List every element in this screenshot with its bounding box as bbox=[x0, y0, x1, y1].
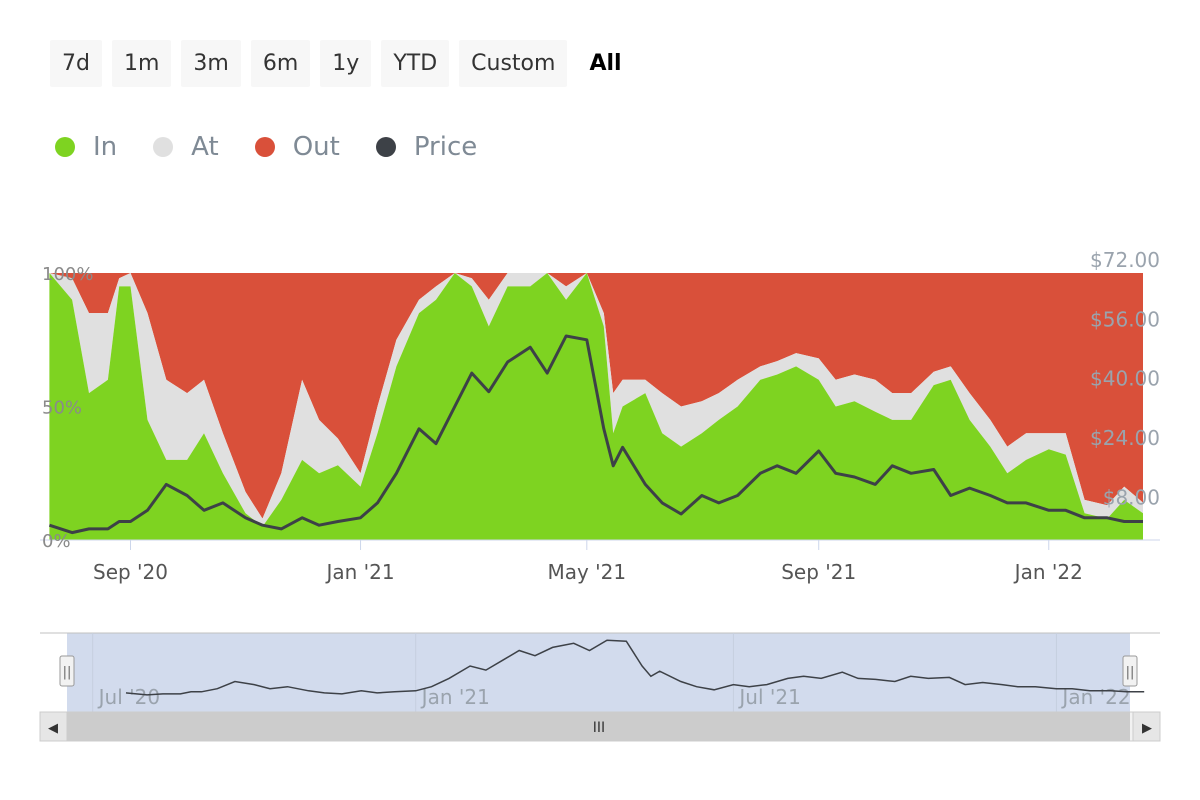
scrollbar-right-button[interactable] bbox=[1132, 711, 1161, 742]
y-left-tick-label: 100% bbox=[42, 264, 93, 285]
legend-item-out[interactable]: Out bbox=[254, 132, 340, 162]
legend-label: At bbox=[191, 132, 219, 162]
scroll-right-arrow-icon: ▶ bbox=[1142, 721, 1152, 736]
y-right-tick-label: $72.00 bbox=[1090, 248, 1160, 272]
scrollbar-grip: III bbox=[593, 720, 605, 736]
navigator-right-handle[interactable]: || bbox=[1122, 655, 1138, 687]
range-button-6m[interactable]: 6m bbox=[250, 40, 311, 87]
y-right-tick-label: $24.00 bbox=[1090, 426, 1160, 450]
navigator-tick-label: Jan '21 bbox=[420, 685, 490, 709]
navigator-price-line bbox=[125, 639, 1145, 696]
handle-grip: || bbox=[63, 665, 72, 680]
series-in-area bbox=[49, 273, 1143, 540]
legend-label: Price bbox=[413, 132, 478, 162]
legend-label: In bbox=[93, 132, 118, 162]
legend-marker bbox=[153, 137, 174, 157]
x-tick-label: Sep '21 bbox=[781, 560, 856, 584]
range-button-all[interactable]: All bbox=[577, 40, 633, 87]
legend-marker bbox=[55, 137, 75, 157]
y-right-tick-label: $40.00 bbox=[1090, 367, 1160, 391]
range-button-ytd[interactable]: YTD bbox=[381, 40, 450, 87]
range-selector: 7d 1m 3m 6m 1y YTD Custom All bbox=[50, 40, 634, 87]
chart-legend: In At Out Price bbox=[55, 132, 477, 162]
series-at-area bbox=[49, 273, 1143, 527]
series-out-area bbox=[49, 273, 1143, 519]
legend-marker bbox=[254, 137, 275, 157]
handle-body[interactable] bbox=[1122, 655, 1138, 687]
y-right-tick-label: $8.00 bbox=[1103, 485, 1160, 509]
legend-marker bbox=[375, 137, 396, 157]
x-tick-label: Jan '21 bbox=[324, 560, 394, 584]
scrollbar-thumb[interactable] bbox=[67, 712, 1130, 741]
range-button-3m[interactable]: 3m bbox=[181, 40, 241, 87]
legend-label: Out bbox=[292, 132, 340, 162]
legend-item-at[interactable]: At bbox=[153, 132, 219, 162]
series-price-line bbox=[48, 334, 1143, 535]
navigator-left-handle[interactable]: || bbox=[59, 655, 75, 687]
navigator-window[interactable] bbox=[67, 633, 1130, 712]
legend-item-in[interactable]: In bbox=[55, 132, 117, 162]
scroll-left-arrow-icon: ◀ bbox=[48, 721, 58, 736]
x-tick-label: May '21 bbox=[547, 560, 626, 584]
x-tick-label: Sep '20 bbox=[93, 560, 168, 584]
y-left-tick-label: 0% bbox=[42, 531, 71, 552]
handle-grip: || bbox=[1126, 665, 1135, 680]
scrollbar-left-button[interactable] bbox=[39, 711, 68, 742]
y-left-tick-label: 50% bbox=[42, 398, 82, 419]
handle-body[interactable] bbox=[59, 655, 75, 687]
range-button-custom[interactable]: Custom bbox=[459, 40, 568, 87]
navigator-tick-label: Jul '21 bbox=[737, 685, 800, 709]
axis-layer: 0% 50% 100% $8.00 $24.00 $40.00 $56.00 $72.00 Se… bbox=[40, 248, 1160, 584]
range-button-7d[interactable]: 7d bbox=[50, 40, 102, 87]
main-plot bbox=[48, 273, 1143, 540]
range-button-1y[interactable]: 1y bbox=[320, 40, 372, 87]
x-tick-label: Jan '22 bbox=[1013, 560, 1083, 584]
y-right-tick-label: $56.00 bbox=[1090, 307, 1160, 331]
navigator-tick-label: Jul '20 bbox=[97, 685, 160, 709]
navigator[interactable]: Jul '20 Jan '21 Jul '21 Jan '22|| ||III◀ ▶ bbox=[39, 632, 1161, 742]
legend-item-price[interactable]: Price bbox=[375, 132, 478, 162]
range-button-1m[interactable]: 1m bbox=[111, 40, 172, 87]
